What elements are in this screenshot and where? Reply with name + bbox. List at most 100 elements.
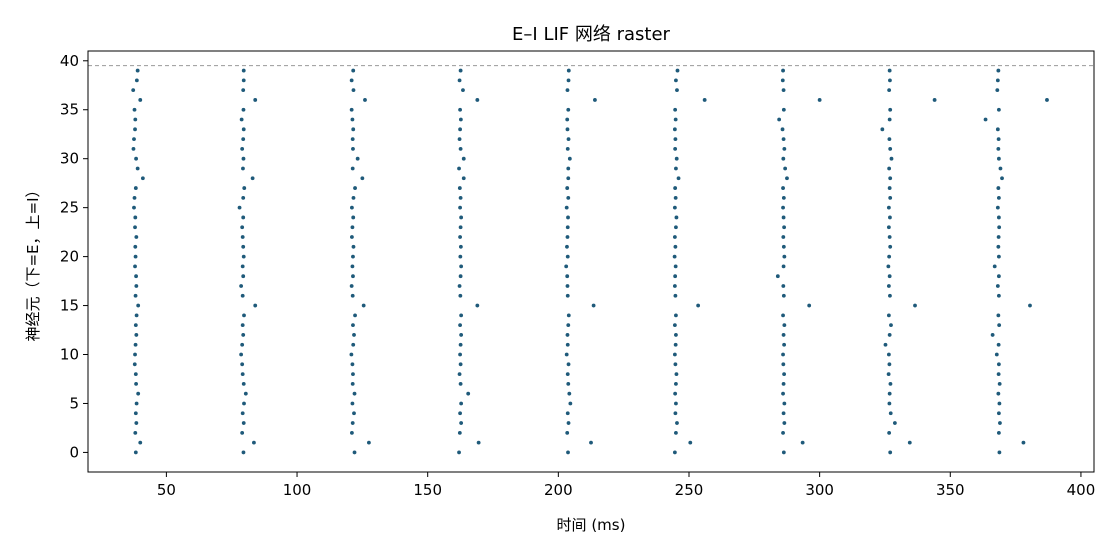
spike-point bbox=[240, 372, 245, 376]
spike-point bbox=[461, 176, 466, 181]
spike-point bbox=[360, 176, 365, 181]
spike-point bbox=[134, 421, 139, 425]
spike-point bbox=[673, 274, 678, 279]
spike-point bbox=[782, 421, 787, 425]
spike-point bbox=[458, 225, 463, 230]
spike-point bbox=[781, 352, 785, 357]
spike-point bbox=[351, 215, 356, 220]
spike-point bbox=[458, 235, 462, 239]
spike-point bbox=[349, 284, 354, 288]
spike-point bbox=[134, 284, 139, 288]
spike-point bbox=[241, 244, 246, 249]
spike-point bbox=[351, 244, 356, 249]
spike-point bbox=[782, 147, 787, 151]
spike-point bbox=[457, 430, 462, 435]
spike-point bbox=[133, 254, 138, 259]
spike-point bbox=[350, 293, 355, 298]
spike-point bbox=[350, 235, 354, 239]
spike-point bbox=[350, 166, 355, 171]
spike-point bbox=[564, 264, 569, 269]
spike-point bbox=[350, 421, 355, 425]
x-axis-title: 时间 (ms) bbox=[557, 516, 626, 534]
spike-point bbox=[702, 98, 707, 102]
spike-point bbox=[996, 411, 1001, 416]
spike-point bbox=[351, 88, 356, 93]
spike-point bbox=[994, 352, 999, 357]
spike-point bbox=[566, 68, 571, 73]
spike-point bbox=[253, 303, 258, 308]
spike-point bbox=[458, 274, 463, 279]
spike-point bbox=[565, 411, 570, 416]
spike-point bbox=[250, 176, 255, 181]
spike-point bbox=[350, 401, 355, 406]
y-tick-label: 25 bbox=[60, 199, 79, 217]
spike-point bbox=[240, 430, 245, 435]
spike-point bbox=[996, 391, 1001, 396]
spike-point bbox=[350, 362, 355, 367]
spike-point bbox=[887, 430, 892, 435]
spike-point bbox=[807, 303, 812, 308]
spike-point bbox=[565, 274, 570, 279]
spike-point bbox=[565, 88, 570, 93]
spike-point bbox=[457, 284, 462, 288]
spike-series-1 bbox=[131, 68, 145, 455]
spike-point bbox=[457, 137, 462, 142]
spike-point bbox=[892, 421, 897, 425]
spike-point bbox=[133, 186, 138, 190]
y-tick-label: 15 bbox=[60, 297, 79, 315]
spike-point bbox=[565, 430, 570, 435]
spike-point bbox=[350, 117, 355, 122]
spike-point bbox=[351, 342, 356, 347]
spike-point bbox=[566, 450, 570, 455]
spike-point bbox=[243, 391, 248, 396]
spike-point bbox=[241, 333, 246, 337]
spike-point bbox=[674, 430, 678, 435]
spike-point bbox=[140, 176, 145, 181]
spike-point bbox=[672, 352, 677, 357]
spike-point bbox=[672, 323, 677, 328]
spike-point bbox=[240, 235, 245, 239]
spike-point bbox=[888, 107, 893, 112]
spike-point bbox=[782, 254, 787, 259]
spike-point bbox=[996, 156, 1001, 161]
spike-point bbox=[781, 450, 786, 455]
spike-point bbox=[675, 68, 680, 73]
spike-point bbox=[361, 303, 366, 308]
spike-point bbox=[1021, 440, 1026, 445]
spike-point bbox=[252, 440, 256, 445]
spike-point bbox=[565, 254, 570, 259]
spike-point bbox=[458, 362, 463, 367]
spike-point bbox=[672, 450, 677, 455]
spike-point bbox=[239, 352, 244, 357]
spike-point bbox=[458, 107, 462, 112]
spike-point bbox=[998, 166, 1003, 171]
spike-point bbox=[457, 78, 462, 83]
spike-point bbox=[995, 284, 1000, 288]
spike-point bbox=[241, 450, 246, 455]
spike-point bbox=[675, 88, 679, 93]
spike-point bbox=[459, 421, 464, 425]
spike-point bbox=[785, 176, 789, 181]
spike-point bbox=[566, 166, 571, 171]
spike-point bbox=[996, 293, 1001, 298]
spike-point bbox=[983, 117, 988, 122]
spike-point bbox=[887, 166, 892, 171]
spike-point bbox=[781, 313, 785, 318]
x-tick-label: 300 bbox=[805, 481, 834, 499]
spike-point bbox=[565, 293, 570, 298]
spike-point bbox=[241, 107, 246, 112]
spike-point bbox=[673, 391, 678, 396]
spike-point bbox=[349, 78, 354, 83]
spike-point bbox=[134, 401, 139, 406]
spike-point bbox=[475, 98, 480, 102]
spike-point bbox=[672, 254, 677, 259]
spike-point bbox=[458, 195, 463, 200]
x-tick-label: 100 bbox=[283, 481, 312, 499]
spike-point bbox=[352, 411, 356, 416]
spike-series-3 bbox=[349, 68, 371, 455]
spike-point bbox=[565, 186, 570, 190]
spike-point bbox=[782, 323, 787, 328]
spike-point bbox=[996, 372, 1001, 376]
spike-point bbox=[240, 362, 245, 367]
plot-area bbox=[88, 65, 1094, 455]
